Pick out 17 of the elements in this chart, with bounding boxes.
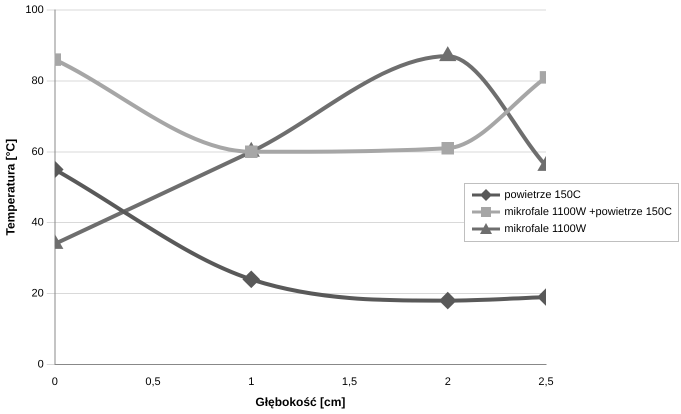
y-tick-label: 60 <box>32 146 44 158</box>
x-tick-label: 0 <box>52 376 58 388</box>
x-tick-label: 2 <box>444 376 451 388</box>
legend-label: powietrze 150C <box>504 188 581 202</box>
y-tick-label: 0 <box>38 358 44 370</box>
y-tick-label: 100 <box>25 4 44 16</box>
y-tick-label: 40 <box>32 216 44 229</box>
y-tick-label: 20 <box>32 288 44 300</box>
legend-label: mikrofale 1100W +powietrze 150C <box>504 204 672 220</box>
legend-label: mikrofale 1100W <box>504 222 586 236</box>
x-tick-label: 0,5 <box>145 376 161 388</box>
y-axis-title: Temperatura [°C] <box>4 138 18 236</box>
x-tick-label: 1 <box>248 376 254 388</box>
y-tick-label: 80 <box>32 74 44 87</box>
x-axis-title: Głębokość [cm] <box>255 395 346 410</box>
x-tick-label: 2,5 <box>538 376 554 388</box>
x-tick-label: 1,5 <box>342 376 358 388</box>
